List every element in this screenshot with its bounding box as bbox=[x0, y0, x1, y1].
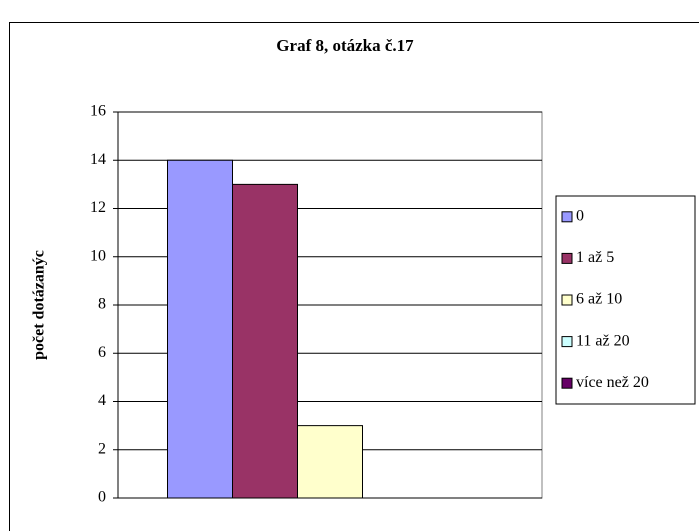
bar bbox=[232, 183, 298, 499]
legend-swatch bbox=[561, 294, 573, 306]
legend-swatch bbox=[561, 336, 573, 348]
legend-label: 11 až 20 bbox=[576, 332, 630, 349]
y-axis-label: počet dotázanýc bbox=[31, 250, 48, 360]
chart-title: Graf 8, otázka č.17 bbox=[276, 36, 414, 55]
y-tick-label: 4 bbox=[98, 392, 106, 409]
y-tick-label: 16 bbox=[90, 103, 106, 120]
y-tick-label: 0 bbox=[98, 489, 106, 506]
legend-swatch bbox=[561, 377, 573, 389]
bar bbox=[167, 159, 233, 499]
legend-label: 6 až 10 bbox=[576, 291, 622, 308]
y-tick-label: 6 bbox=[98, 344, 106, 361]
y-tick-label: 10 bbox=[90, 247, 106, 264]
legend-swatch bbox=[561, 252, 573, 264]
legend-swatch bbox=[561, 211, 573, 223]
y-tick-label: 8 bbox=[98, 296, 106, 313]
legend-label: 1 až 5 bbox=[576, 249, 614, 266]
bar bbox=[297, 425, 363, 499]
legend-box bbox=[555, 195, 696, 405]
y-tick-label: 12 bbox=[90, 199, 106, 216]
legend-label: 0 bbox=[576, 207, 584, 224]
y-tick-label: 2 bbox=[98, 440, 106, 457]
y-tick-label: 14 bbox=[90, 151, 106, 168]
legend-label: více než 20 bbox=[576, 374, 649, 391]
